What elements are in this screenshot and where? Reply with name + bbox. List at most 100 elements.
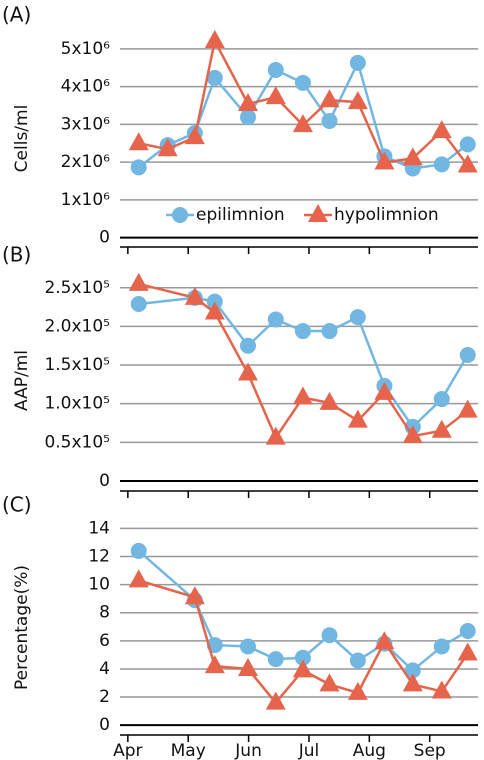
data-point xyxy=(349,54,366,71)
x-tick-label: Jun xyxy=(234,741,262,760)
data-point xyxy=(321,323,338,340)
y-tick-label: 1.5x10⁵ xyxy=(44,355,110,375)
data-point xyxy=(294,74,311,91)
panel-label: (C) xyxy=(2,493,32,517)
y-tick-label: 2 xyxy=(99,687,110,707)
data-point xyxy=(292,386,313,405)
data-point xyxy=(347,91,368,110)
data-point xyxy=(237,92,258,111)
data-point xyxy=(404,662,421,679)
data-point xyxy=(267,62,284,79)
data-point xyxy=(237,657,258,676)
data-point xyxy=(184,126,205,145)
data-point xyxy=(433,638,450,655)
data-point xyxy=(184,286,205,305)
data-point xyxy=(206,69,223,86)
data-point xyxy=(349,309,366,326)
data-point xyxy=(292,659,313,678)
y-tick-label: 0 xyxy=(99,715,110,735)
data-point xyxy=(457,399,478,418)
data-point xyxy=(347,409,368,428)
data-point xyxy=(294,649,311,666)
data-point xyxy=(402,425,423,444)
data-point xyxy=(321,627,338,644)
data-point xyxy=(457,154,478,173)
data-point xyxy=(431,680,452,699)
data-point xyxy=(184,586,205,605)
data-point xyxy=(319,89,340,108)
data-point xyxy=(374,631,395,650)
legend-label: hypolimnion xyxy=(334,205,439,225)
data-point xyxy=(459,347,476,363)
data-point xyxy=(128,272,149,291)
data-point xyxy=(237,362,258,381)
x-tick-label: Apr xyxy=(113,741,142,760)
y-tick-label: 12 xyxy=(88,547,110,567)
data-point xyxy=(267,311,284,328)
data-point xyxy=(433,391,450,408)
data-point xyxy=(402,147,423,166)
data-point xyxy=(319,673,340,692)
panel-label: (B) xyxy=(2,243,31,267)
data-point xyxy=(130,159,147,176)
y-axis-title: Cells/ml xyxy=(12,105,32,173)
data-point xyxy=(349,652,366,669)
data-point xyxy=(267,651,284,668)
data-point xyxy=(157,138,178,157)
y-axis-title: Percentage(%) xyxy=(12,565,32,690)
data-point xyxy=(319,391,340,410)
y-tick-label: 0.5x10⁵ xyxy=(44,432,110,452)
data-point xyxy=(457,642,478,661)
x-tick-label: Aug xyxy=(353,741,386,760)
x-tick-label: May xyxy=(171,741,206,760)
data-point xyxy=(294,323,311,340)
data-point xyxy=(239,109,256,126)
data-point xyxy=(459,623,476,640)
data-point xyxy=(130,296,147,312)
y-tick-label: 10 xyxy=(88,575,110,595)
y-tick-label: 4 xyxy=(99,659,110,679)
y-tick-label: 8 xyxy=(99,603,110,623)
y-axis-title: AAP/ml xyxy=(12,350,32,411)
panel-label: (A) xyxy=(2,3,31,27)
y-tick-label: 2.0x10⁵ xyxy=(44,316,110,336)
data-point xyxy=(431,120,452,139)
data-point xyxy=(204,301,225,320)
data-point xyxy=(239,337,256,354)
y-tick-label: 4x10⁶ xyxy=(61,77,111,97)
legend-label: epilimnion xyxy=(196,205,285,225)
y-tick-label: 1.0x10⁵ xyxy=(44,394,110,414)
data-point xyxy=(204,655,225,674)
data-point xyxy=(321,112,338,129)
series-line xyxy=(138,37,469,167)
y-tick-label: 3x10⁶ xyxy=(61,114,111,134)
data-point xyxy=(433,156,450,173)
data-point xyxy=(204,29,225,48)
data-point xyxy=(265,691,286,710)
x-tick-label: Sep xyxy=(414,741,446,760)
data-point xyxy=(128,569,149,588)
data-point xyxy=(347,681,368,700)
y-tick-label: 14 xyxy=(88,518,110,538)
data-point xyxy=(265,426,286,445)
y-tick-label: 0 xyxy=(99,471,110,491)
data-point xyxy=(239,638,256,655)
series-line xyxy=(138,282,469,441)
data-point xyxy=(292,114,313,133)
legend-marker xyxy=(308,204,328,222)
data-point xyxy=(431,419,452,438)
data-point xyxy=(374,151,395,170)
data-point xyxy=(402,673,423,692)
y-tick-label: 6 xyxy=(99,631,110,651)
y-tick-label: 0 xyxy=(99,228,110,248)
data-point xyxy=(128,132,149,151)
series-line xyxy=(138,296,469,429)
y-tick-label: 2x10⁶ xyxy=(61,152,111,172)
data-point xyxy=(374,381,395,400)
x-tick-label: Jul xyxy=(298,741,320,760)
y-tick-label: 5x10⁶ xyxy=(61,39,111,59)
data-point xyxy=(265,86,286,105)
y-tick-label: 1x10⁶ xyxy=(61,190,111,210)
data-point xyxy=(459,136,476,153)
